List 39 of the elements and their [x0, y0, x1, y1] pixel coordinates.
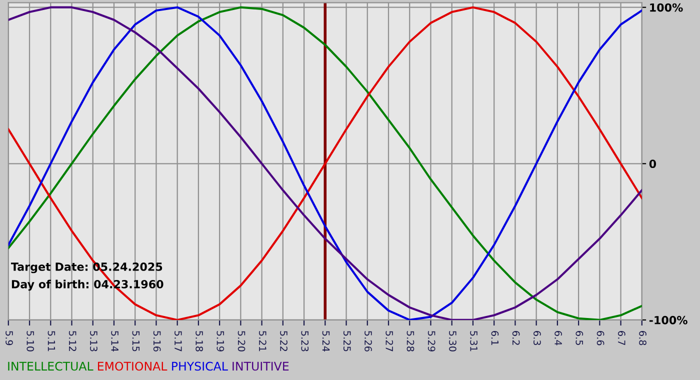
x-tick-label: 5.17	[174, 331, 182, 352]
text: INTELLECTUAL	[8, 362, 94, 371]
y-tick-label: 0	[649, 160, 656, 168]
x-tick-label: 5.25	[343, 331, 351, 352]
y-tick-label: -100%	[649, 316, 688, 324]
x-tick-label: 5.19	[216, 331, 224, 352]
x-tick-label: 6.7	[618, 331, 626, 346]
x-tick-label: 5.21	[258, 331, 266, 352]
x-tick-label: 6.6	[596, 331, 604, 346]
text: PHYSICAL	[172, 362, 228, 371]
x-tick-label: 5.12	[68, 331, 76, 352]
x-tick-label: 5.24	[322, 331, 330, 352]
x-tick-label: 5.31	[470, 331, 478, 352]
x-tick-label: 5.28	[406, 331, 414, 352]
x-tick-label: 5.22	[280, 331, 288, 352]
x-tick-label: 6.8	[639, 331, 646, 346]
x-tick-label: 5.10	[26, 331, 34, 352]
text: INTUITIVE	[232, 362, 289, 371]
x-tick-label: 5.20	[238, 331, 246, 352]
x-tick-label: 5.26	[364, 331, 372, 352]
x-tick-label: 6.1	[491, 331, 499, 345]
x-tick-label: 5.13	[90, 331, 98, 352]
x-tick-label: 5.30	[449, 331, 456, 352]
line-series	[8, 6, 642, 320]
x-tick-label: 5.23	[301, 331, 309, 352]
x-tick-label: 6.2	[512, 331, 520, 345]
x-tick-label: 5.29	[428, 331, 436, 352]
x-tick-label: 6.4	[554, 331, 562, 346]
x-tick-label: 6.3	[533, 331, 541, 346]
x-tick-label: 5.27	[386, 331, 394, 352]
x-tick-label: 5.16	[153, 331, 161, 352]
text: EMOTIONAL	[98, 362, 168, 371]
x-tick-label: 5.11	[48, 331, 56, 352]
x-tick-label: 6.5	[576, 331, 584, 345]
y-tick-label: 100%	[650, 3, 683, 12]
x-tick-label: 5.18	[196, 331, 203, 352]
x-tick-label: 5.14	[111, 331, 118, 352]
x-tick-label: 5.15	[132, 331, 140, 352]
x-tick-label: 5.9	[6, 331, 13, 346]
